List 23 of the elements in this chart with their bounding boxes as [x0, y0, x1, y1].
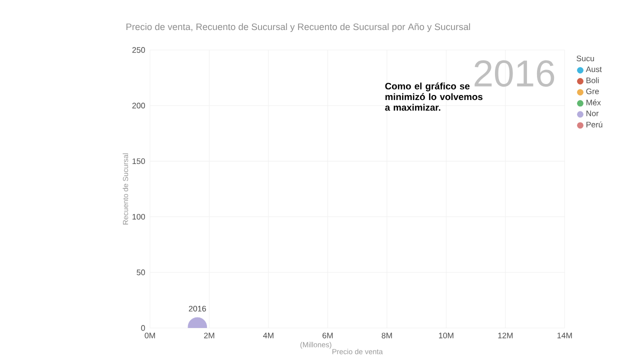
y-tick-label: 150: [132, 158, 145, 164]
legend-label: Perú: [586, 121, 602, 128]
y-tick-label: 100: [132, 214, 145, 220]
legend-label: Nor: [586, 110, 599, 116]
x-tick-label: 10M: [439, 332, 454, 338]
x-tick-label: 6M: [322, 332, 333, 338]
legend-label: Gre: [586, 88, 599, 94]
x-tick-label: 12M: [498, 332, 513, 338]
legend-title: Sucu: [576, 56, 594, 62]
x-tick-label: 8M: [382, 332, 392, 338]
y-tick-label: 50: [136, 270, 145, 276]
y-tick-label: 250: [132, 47, 145, 53]
annotation: 2016: [188, 306, 206, 312]
x-tick-label: 4M: [263, 332, 274, 338]
chart-title: Precio de venta, Recuento de Sucursal y Recuento de Sucursal por Año y Sucursal: [126, 23, 470, 32]
x-tick-label: 0M: [144, 332, 155, 338]
y-tick-label: 200: [132, 102, 145, 108]
legend-label: Boli: [586, 77, 599, 84]
legend-label: Méx: [586, 99, 601, 106]
x-tick-label: 14M: [557, 332, 572, 338]
x-tick-label: 2M: [204, 332, 214, 338]
y-tick-label: 0: [141, 325, 145, 331]
legend-label: Aust: [586, 66, 602, 72]
